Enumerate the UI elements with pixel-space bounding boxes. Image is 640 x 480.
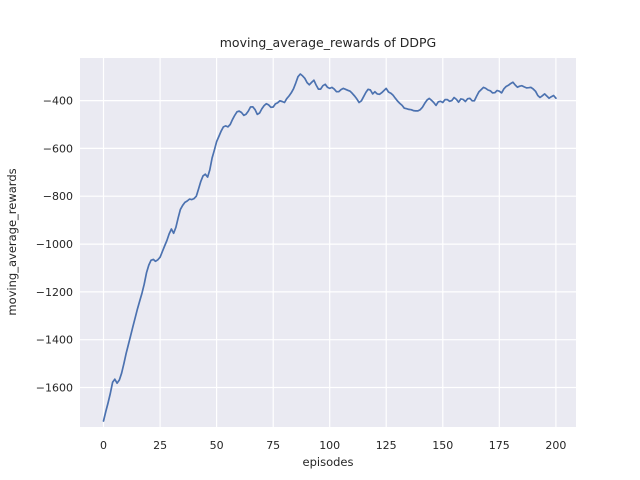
x-tick-label: 175 — [489, 439, 510, 452]
x-tick-label: 50 — [210, 439, 224, 452]
y-tick-label: −1400 — [36, 334, 73, 347]
x-tick-label: 150 — [432, 439, 453, 452]
ddpg-reward-line — [102, 73, 557, 422]
x-tick-label: 200 — [545, 439, 566, 452]
y-tick-label: −1600 — [36, 382, 73, 395]
y-tick-label: −800 — [43, 190, 73, 203]
x-tick-label: 0 — [100, 439, 107, 452]
x-tick-labels: 0 25 50 75 100 125 150 175 200 — [100, 439, 566, 452]
gridlines — [80, 58, 576, 427]
chart-title: moving_average_rewards of DDPG — [220, 35, 437, 50]
x-tick-label: 25 — [153, 439, 167, 452]
y-tick-label: −1000 — [36, 238, 73, 251]
plot-area — [80, 58, 576, 427]
y-tick-label: −1200 — [36, 286, 73, 299]
x-axis-label: episodes — [303, 455, 354, 469]
y-tick-labels: −400 −600 −800 −1000 −1200 −1400 −1600 — [36, 95, 73, 395]
x-tick-label: 100 — [319, 439, 340, 452]
y-axis-label: moving_average_rewards — [5, 168, 19, 315]
x-tick-label: 75 — [266, 439, 280, 452]
x-tick-label: 125 — [376, 439, 397, 452]
y-tick-label: −600 — [43, 142, 73, 155]
y-tick-label: −400 — [43, 95, 73, 108]
